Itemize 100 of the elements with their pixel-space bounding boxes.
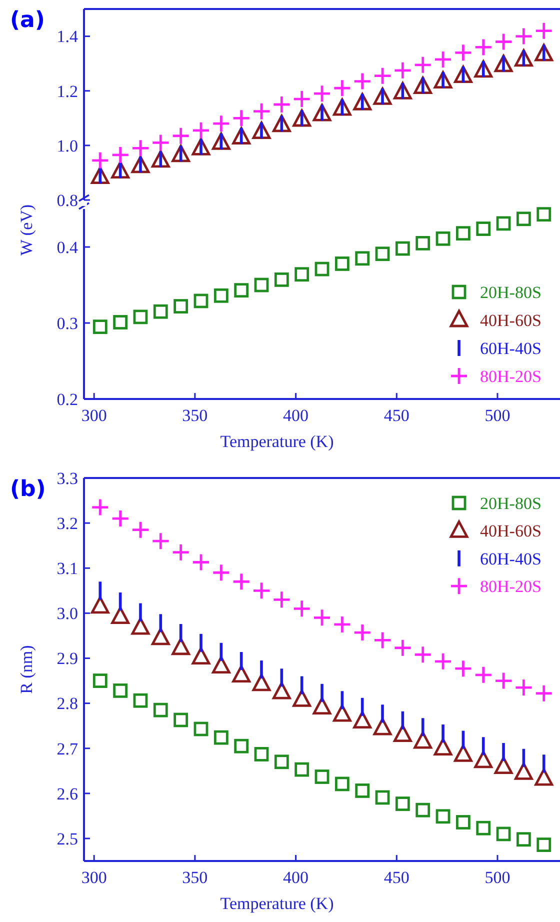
point	[254, 278, 269, 292]
point	[474, 666, 493, 684]
point	[131, 138, 150, 158]
point	[434, 652, 452, 671]
point	[355, 784, 370, 798]
point	[436, 231, 450, 246]
point	[312, 697, 332, 715]
point	[133, 310, 148, 324]
legend-label: 40H-60S	[480, 522, 542, 541]
point	[334, 776, 350, 792]
point	[514, 678, 533, 697]
point	[151, 628, 170, 646]
y-tick-label: 2.5	[56, 829, 78, 848]
point	[131, 617, 150, 635]
point	[494, 672, 513, 690]
y-tick-label: 2.7	[56, 739, 78, 758]
point	[454, 659, 472, 678]
point	[393, 61, 412, 80]
legend-label: 60H-40S	[480, 549, 542, 568]
point	[254, 747, 269, 762]
x-tick-label: 450	[384, 868, 410, 887]
point	[252, 581, 271, 600]
point	[494, 32, 513, 51]
point	[194, 294, 208, 308]
point	[414, 731, 432, 749]
point	[436, 809, 450, 824]
point	[416, 236, 430, 250]
point	[414, 56, 432, 74]
point	[514, 27, 533, 46]
point	[234, 283, 249, 298]
point	[516, 212, 531, 226]
point	[496, 216, 511, 231]
point	[212, 563, 230, 582]
point	[456, 226, 470, 241]
point	[534, 684, 554, 703]
point	[534, 22, 554, 40]
x-tick-label: 500	[484, 868, 510, 887]
point	[272, 590, 291, 609]
point	[192, 647, 210, 665]
point	[334, 256, 350, 271]
point	[416, 802, 430, 818]
point	[252, 102, 271, 121]
point	[92, 674, 108, 688]
x-tick-label: 300	[81, 406, 107, 425]
point	[393, 724, 412, 742]
x-tick-label: 350	[182, 406, 208, 425]
point	[272, 682, 291, 700]
point	[232, 572, 251, 591]
point	[274, 272, 289, 287]
y-tick-label: 2.8	[56, 694, 78, 714]
x-tick-label: 500	[484, 406, 510, 425]
point	[456, 815, 470, 830]
point	[111, 509, 130, 528]
point	[172, 126, 190, 146]
point	[476, 820, 491, 836]
legend-label: 80H-20S	[480, 366, 542, 386]
legend-label: 80H-20S	[480, 577, 542, 596]
point	[476, 222, 491, 236]
point	[113, 315, 128, 330]
x-axis-title: Temperature (K)	[220, 894, 334, 913]
point	[153, 702, 168, 718]
y-tick-label: 3.1	[56, 559, 78, 578]
point	[174, 712, 188, 728]
x-tick-label: 350	[182, 868, 208, 887]
point	[151, 532, 170, 550]
point	[474, 750, 493, 768]
x-tick-label: 300	[81, 868, 107, 887]
legend-label: 20H-80S	[480, 282, 542, 302]
y-tick-label: 3.2	[56, 514, 78, 534]
point	[314, 770, 330, 784]
point	[212, 656, 230, 674]
y-axis-title: W (eV)	[17, 204, 36, 256]
point	[332, 615, 352, 634]
point	[454, 744, 472, 762]
x-tick-label: 450	[384, 406, 410, 425]
point	[111, 146, 130, 164]
y-axis-title: R (nm)	[17, 645, 36, 694]
legend-label: 20H-80S	[480, 494, 542, 513]
point	[536, 207, 552, 222]
point	[294, 267, 310, 282]
point	[353, 711, 372, 729]
chart-title: (a)	[10, 8, 45, 33]
x-tick-label: 400	[283, 406, 309, 425]
point	[292, 689, 312, 707]
point	[90, 498, 110, 516]
point	[375, 790, 390, 805]
point	[395, 796, 410, 811]
point	[355, 251, 370, 266]
point	[252, 674, 271, 692]
point	[314, 262, 330, 276]
point	[214, 288, 228, 303]
point	[414, 645, 432, 664]
y-tick-label: 0.3	[56, 314, 78, 333]
point	[92, 320, 108, 334]
point	[111, 606, 130, 624]
point	[133, 693, 148, 708]
point	[395, 241, 410, 256]
y-tick-label: 0.2	[56, 390, 78, 409]
point	[534, 768, 554, 786]
point	[496, 826, 511, 842]
